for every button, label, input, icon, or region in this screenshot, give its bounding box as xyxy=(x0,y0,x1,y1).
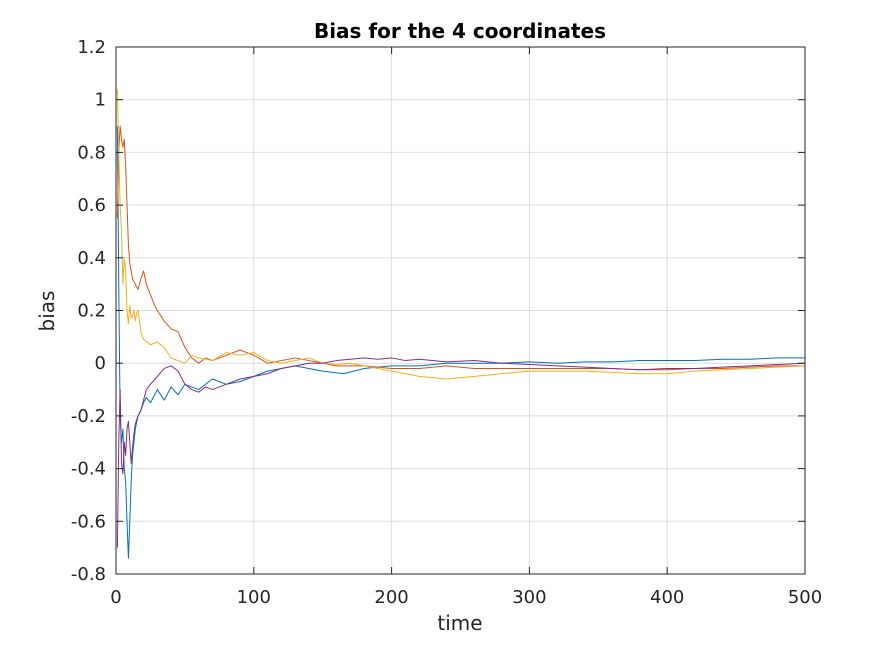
chart-title: Bias for the 4 coordinates xyxy=(314,19,606,43)
y-tick-label: 0.4 xyxy=(77,248,106,269)
y-tick-label: 0.6 xyxy=(77,195,106,216)
axis-ticks xyxy=(115,46,806,575)
x-tick-label: 0 xyxy=(110,587,121,608)
grid-lines xyxy=(115,46,806,575)
y-tick-label: -0.2 xyxy=(71,406,106,427)
y-tick-label: 1.2 xyxy=(77,37,106,58)
y-tick-label: -0.8 xyxy=(71,564,106,585)
x-tick-label: 400 xyxy=(650,587,684,608)
x-tick-label: 300 xyxy=(512,587,546,608)
y-axis-label: bias xyxy=(35,291,59,332)
y-tick-label: -0.4 xyxy=(71,459,106,480)
x-axis-label: time xyxy=(437,611,482,635)
y-tick-label: 0 xyxy=(95,353,106,374)
y-tick-label: 0.8 xyxy=(77,142,106,163)
series-line-1 xyxy=(116,126,805,559)
y-tick-labels: -0.8 -0.6 -0.4 -0.2 0 0.2 0.4 0.6 0.8 1 1.2 xyxy=(71,37,106,585)
series-line-2 xyxy=(116,125,805,371)
y-tick-label: 1 xyxy=(95,90,106,111)
x-tick-label: 500 xyxy=(788,587,822,608)
y-tick-label: -0.6 xyxy=(71,511,106,532)
y-tick-label: 0.2 xyxy=(77,301,106,322)
series-layer xyxy=(116,89,806,559)
x-tick-label: 200 xyxy=(374,587,408,608)
x-tick-labels: 0 100 200 300 400 500 xyxy=(110,587,822,608)
x-tick-label: 100 xyxy=(237,587,271,608)
series-line-3 xyxy=(116,89,806,380)
series-line-4 xyxy=(116,357,806,548)
